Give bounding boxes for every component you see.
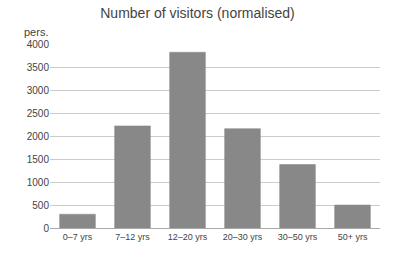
svg-text:1000: 1000 [27, 177, 50, 188]
svg-text:0: 0 [43, 223, 49, 234]
svg-text:12–20 yrs: 12–20 yrs [168, 232, 208, 242]
svg-text:pers.: pers. [24, 26, 48, 38]
svg-text:50+ yrs: 50+ yrs [338, 232, 368, 242]
svg-text:4000: 4000 [27, 39, 50, 50]
svg-text:3000: 3000 [27, 85, 50, 96]
svg-text:Number of visitors (normalised: Number of visitors (normalised) [100, 5, 295, 21]
svg-text:1500: 1500 [27, 154, 50, 165]
svg-text:0–7 yrs: 0–7 yrs [63, 232, 93, 242]
svg-text:2000: 2000 [27, 131, 50, 142]
svg-text:7–12 yrs: 7–12 yrs [115, 232, 150, 242]
svg-text:20–30 yrs: 20–30 yrs [223, 232, 263, 242]
svg-text:500: 500 [32, 200, 49, 211]
svg-text:3500: 3500 [27, 62, 50, 73]
svg-text:30–50 yrs: 30–50 yrs [278, 232, 318, 242]
svg-text:2500: 2500 [27, 108, 50, 119]
